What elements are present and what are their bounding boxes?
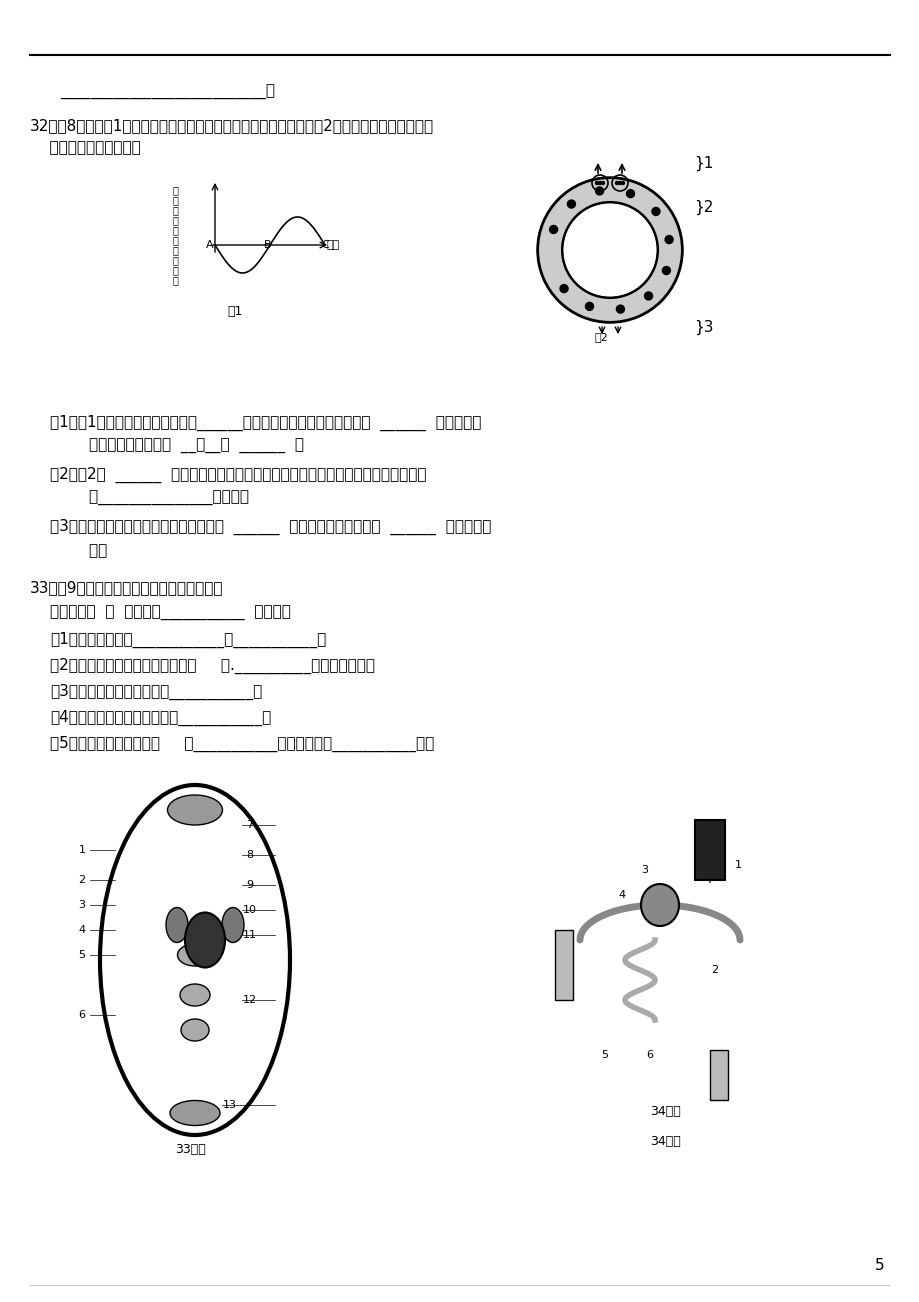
- Text: B: B: [264, 240, 271, 250]
- Text: 33．（9分）如图为人体血液循环途径模式图: 33．（9分）如图为人体血液循环途径模式图: [30, 579, 223, 595]
- Text: 2: 2: [78, 875, 85, 885]
- Circle shape: [584, 302, 593, 310]
- Text: （2）图2中  ______  （填序号）过程表示肺泡内的气体交换，肺泡内的气体交换是通: （2）图2中 ______ （填序号）过程表示肺泡内的气体交换，肺泡内的气体交换…: [50, 467, 426, 483]
- Ellipse shape: [167, 796, 222, 825]
- Circle shape: [595, 187, 603, 195]
- Circle shape: [618, 181, 621, 185]
- Text: A: A: [206, 240, 213, 250]
- Text: 11: 11: [243, 930, 256, 940]
- Ellipse shape: [180, 984, 210, 1006]
- Circle shape: [644, 292, 652, 299]
- Circle shape: [616, 305, 624, 312]
- Text: 9: 9: [246, 880, 254, 891]
- Text: （5）体循环终止部位是［     ］___________，此时血液是___________血。: （5）体循环终止部位是［ ］___________，此时血液是_________…: [50, 736, 434, 753]
- Ellipse shape: [177, 944, 212, 966]
- Text: }2: }2: [693, 199, 712, 215]
- Text: ___________________________。: ___________________________。: [60, 85, 275, 100]
- Text: 5: 5: [874, 1258, 884, 1272]
- Text: 13: 13: [222, 1100, 237, 1111]
- Text: 压: 压: [173, 215, 178, 225]
- Circle shape: [601, 181, 604, 185]
- Text: 气: 气: [173, 204, 178, 215]
- Text: 5: 5: [601, 1049, 607, 1060]
- Circle shape: [598, 181, 601, 185]
- Text: 7: 7: [706, 875, 713, 885]
- Text: 图2: 图2: [595, 332, 608, 342]
- Text: 界: 界: [173, 245, 178, 255]
- Text: 内: 内: [173, 195, 178, 204]
- Text: 1: 1: [733, 861, 741, 870]
- Text: 3: 3: [641, 865, 648, 875]
- Circle shape: [626, 190, 634, 198]
- Ellipse shape: [221, 907, 244, 943]
- Bar: [694, 820, 724, 880]
- Text: 6: 6: [78, 1010, 85, 1019]
- Ellipse shape: [641, 884, 678, 926]
- Ellipse shape: [181, 1019, 209, 1042]
- Circle shape: [567, 201, 574, 208]
- Ellipse shape: [185, 913, 225, 967]
- Circle shape: [560, 285, 567, 293]
- Text: （1）图1中表示吸气过程的是曲线______段；吸气时肋间肌和膈肌都处于  ______  状态，胸廓: （1）图1中表示吸气过程的是曲线______段；吸气时肋间肌和膈肌都处于 ___…: [50, 415, 481, 431]
- Text: 4: 4: [78, 924, 85, 935]
- Text: 32．（8分）如图1是某人在一次平静呼吸中肺内气压的变化曲线，图2是人体内的气体交换示意: 32．（8分）如图1是某人在一次平静呼吸中肺内气压的变化曲线，图2是人体内的气体…: [30, 118, 434, 133]
- Circle shape: [549, 225, 557, 233]
- Text: （＊请注意  ［  ］填数字___________  填文字）: （＊请注意 ［ ］填数字___________ 填文字）: [50, 605, 290, 621]
- Bar: [554, 930, 573, 1000]
- Text: 6: 6: [646, 1049, 652, 1060]
- Circle shape: [662, 267, 670, 275]
- Text: 5: 5: [78, 950, 85, 960]
- Text: （1）血液循环分为____________和___________。: （1）血液循环分为____________和___________。: [50, 631, 326, 648]
- Text: 过_______________完成的。: 过_______________完成的。: [50, 491, 249, 506]
- Wedge shape: [538, 178, 681, 322]
- Text: （4）与主动脉相连的心脏腔是___________。: （4）与主动脉相连的心脏腔是___________。: [50, 710, 271, 727]
- Text: 2: 2: [710, 965, 718, 975]
- Text: 外: 外: [173, 234, 178, 245]
- Text: 1: 1: [78, 845, 85, 855]
- Text: 7: 7: [246, 820, 254, 829]
- Text: 气: 气: [173, 255, 178, 266]
- Text: 12: 12: [243, 995, 256, 1005]
- Text: 压: 压: [173, 266, 178, 275]
- Text: 34题图: 34题图: [650, 1105, 680, 1118]
- Text: （2）静脉血变为动脉血的场所是［     ］.__________的毛细血管网。: （2）静脉血变为动脉血的场所是［ ］.__________的毛细血管网。: [50, 658, 375, 674]
- Circle shape: [664, 236, 673, 243]
- Text: 图，请据图回答问题：: 图，请据图回答问题：: [30, 141, 141, 155]
- Text: 与: 与: [173, 225, 178, 234]
- Text: 外。: 外。: [50, 543, 108, 559]
- Text: （3）组织细胞产生的二氧化碳在血液中由  ______  和红细胞运送，最后由  ______  系统排出体: （3）组织细胞产生的二氧化碳在血液中由 ______ 和红细胞运送，最后由 __…: [50, 519, 491, 535]
- Text: 4: 4: [618, 891, 625, 900]
- Circle shape: [595, 181, 598, 185]
- Bar: [709, 1049, 727, 1100]
- Text: 的前后径和左右径由  __。__变  ______  。: 的前后径和左右径由 __。__变 ______ 。: [50, 439, 303, 454]
- Text: 3: 3: [78, 900, 85, 910]
- Text: }1: }1: [693, 155, 712, 171]
- Text: 差: 差: [173, 275, 178, 285]
- Circle shape: [621, 181, 624, 185]
- Text: 时间: 时间: [326, 240, 340, 250]
- Text: 34题图: 34题图: [650, 1135, 680, 1148]
- Text: 33题图: 33题图: [175, 1143, 206, 1156]
- Ellipse shape: [170, 1100, 220, 1125]
- Text: 肺: 肺: [173, 185, 178, 195]
- Text: }3: }3: [693, 319, 713, 335]
- Text: （3）与左心房相连的血管是___________。: （3）与左心房相连的血管是___________。: [50, 684, 262, 700]
- Text: 图1: 图1: [227, 305, 243, 318]
- Circle shape: [615, 181, 618, 185]
- Ellipse shape: [165, 907, 187, 943]
- Circle shape: [652, 207, 659, 215]
- Text: C: C: [321, 240, 328, 250]
- Text: 8: 8: [246, 850, 254, 861]
- Text: 10: 10: [243, 905, 256, 915]
